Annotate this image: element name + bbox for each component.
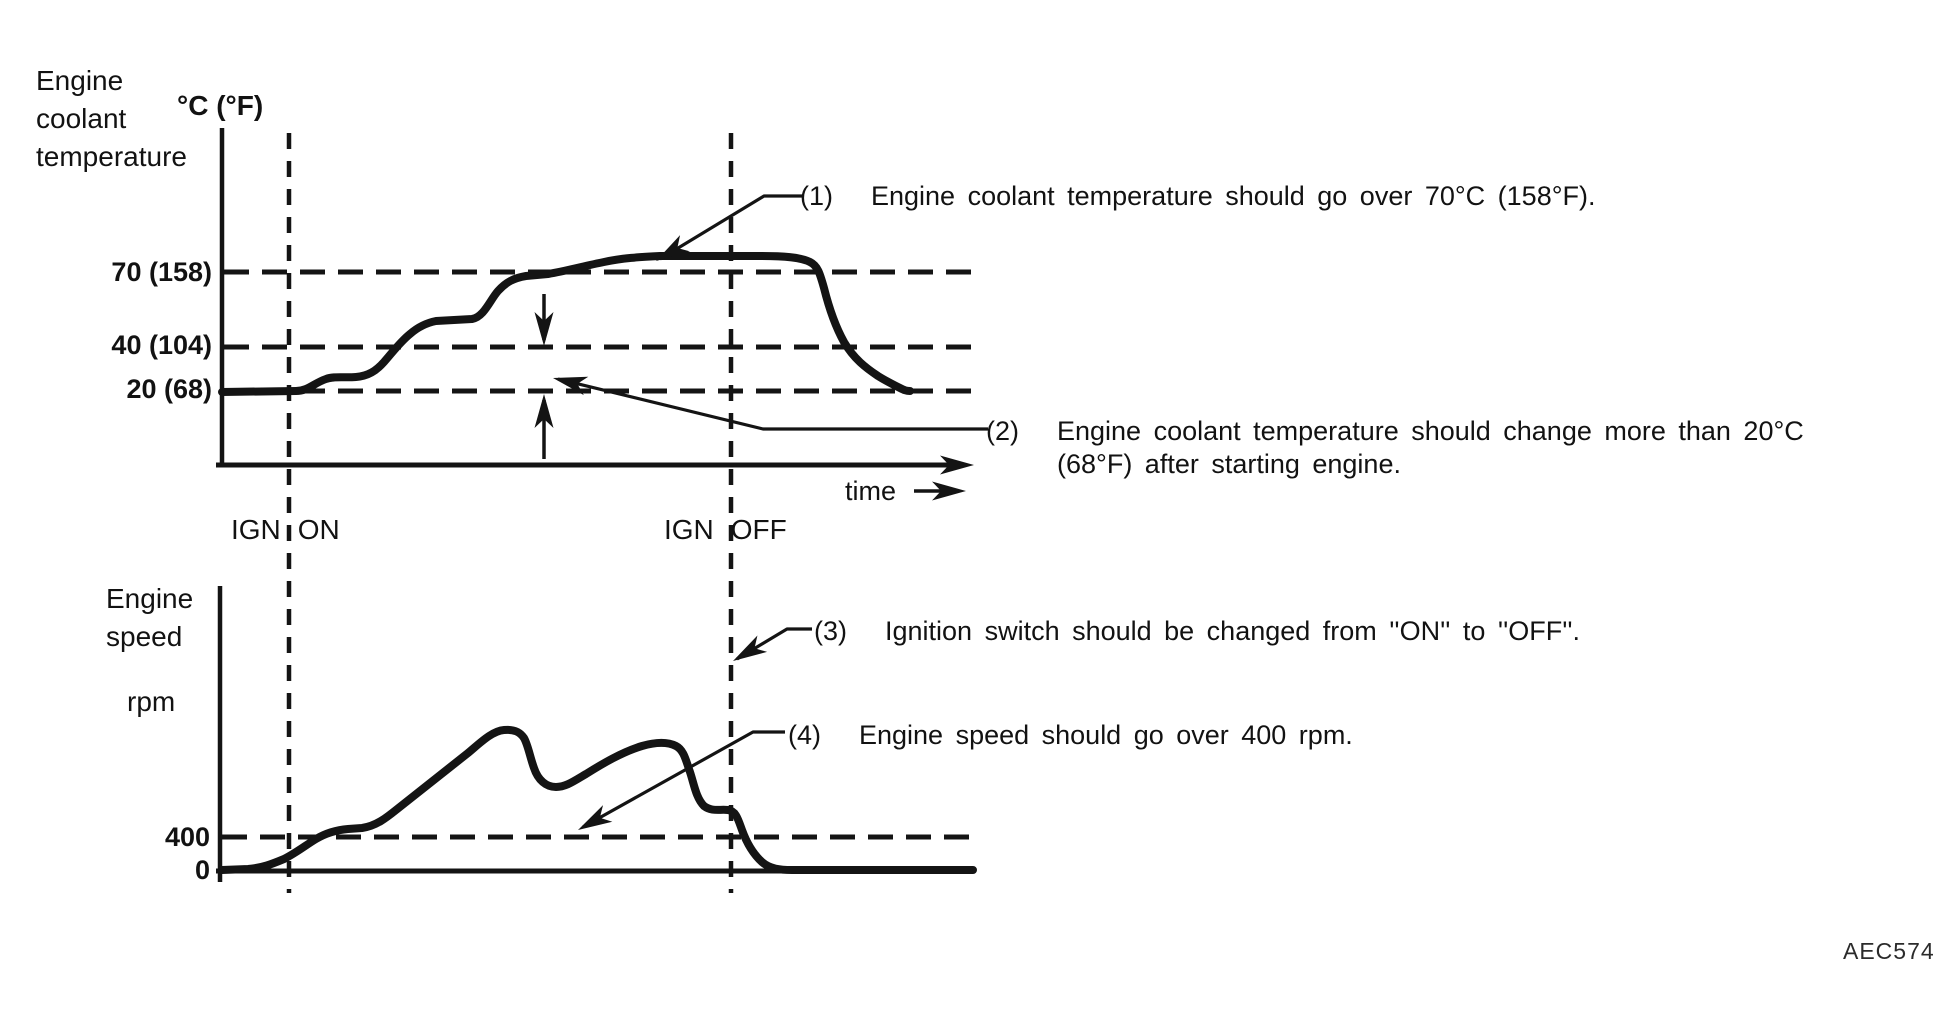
time-arrow — [914, 481, 966, 501]
ign-off-label: IGN OFF — [664, 514, 787, 546]
coolant-tick-70: 70 (158) — [111, 257, 212, 287]
annotation-4-number: (4) — [788, 720, 821, 750]
speed-tick-0: 0 — [194, 855, 210, 885]
ign-on-label: IGN ON — [231, 514, 340, 546]
coolant-axis-title-line3: temperature — [36, 141, 187, 172]
ign-off-word2: OFF — [730, 514, 787, 545]
annotation-1-text: Engine coolant temperature should go ove… — [871, 181, 1596, 211]
annotation-2: (2) Engine coolant temperature should ch… — [986, 415, 1804, 481]
annotation-2-text-line1: Engine coolant temperature should change… — [1057, 416, 1804, 446]
coolant-axis-unit: °C (°F) — [177, 90, 264, 121]
annotation-1: (1) Engine coolant temperature should go… — [800, 180, 1596, 213]
coolant-temperature-curve — [218, 252, 914, 396]
speed-axis-title: Engine speed — [106, 580, 193, 656]
figure-code: AEC574 — [1843, 938, 1935, 964]
annotation-3: (3) Ignition switch should be changed fr… — [814, 615, 1580, 648]
speed-tick-400: 400 — [164, 822, 210, 852]
ign-on-word1: IGN — [231, 514, 281, 545]
annotation-4-text: Engine speed should go over 400 rpm. — [859, 720, 1353, 750]
coolant-tick-40: 40 (104) — [111, 330, 212, 360]
ign-on-word2: ON — [297, 514, 340, 545]
temperature-change-dimension-arrows — [534, 294, 554, 459]
coolant-tick-20: 20 (68) — [126, 374, 212, 404]
coolant-gridlines — [224, 269, 973, 394]
annotation-2-leader — [550, 368, 988, 431]
annotation-1-leader — [651, 194, 802, 270]
speed-axis-title-line1: Engine — [106, 583, 194, 614]
annotation-3-text: Ignition switch should be changed from '… — [885, 616, 1581, 646]
coolant-axis-title-line2: coolant — [36, 103, 127, 134]
ign-off-word1: IGN — [664, 514, 714, 545]
annotation-3-number: (3) — [814, 616, 847, 646]
time-axis-label: time — [845, 476, 897, 506]
annotation-2-text: Engine coolant temperature should change… — [1057, 415, 1804, 481]
coolant-axis-title: Engine coolant temperature — [36, 62, 187, 176]
speed-axis-unit: rpm — [127, 686, 176, 717]
annotation-1-number: (1) — [800, 181, 833, 211]
engine-speed-curve — [218, 725, 977, 874]
annotation-4-leader — [573, 730, 785, 839]
annotation-3-leader — [728, 627, 812, 670]
coolant-axis-title-line1: Engine — [36, 65, 124, 96]
annotation-2-number: (2) — [986, 416, 1019, 446]
speed-axis-title-line2: speed — [106, 621, 183, 652]
annotation-4: (4) Engine speed should go over 400 rpm. — [788, 719, 1353, 752]
annotation-2-text-line2: (68°F) after starting engine. — [1057, 449, 1401, 479]
coolant-axes — [216, 128, 974, 475]
